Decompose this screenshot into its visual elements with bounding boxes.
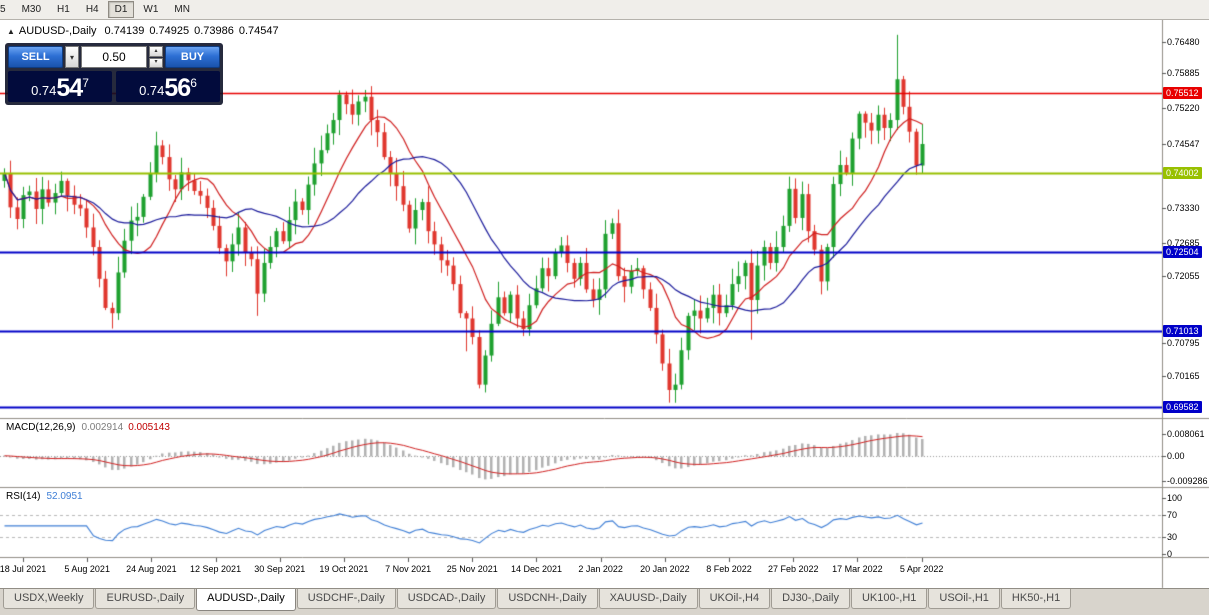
timeframe-button-w1[interactable]: W1 [136,1,165,18]
date-axis-label: 17 Mar 2022 [832,564,883,574]
timeframe-button-h1[interactable]: H1 [50,1,77,18]
date-axis-label: 27 Feb 2022 [767,564,819,574]
price-marker-0.74002: 0.74002 [1163,166,1202,179]
date-axis-label: 8 Feb 2022 [706,564,752,574]
ohlc-low: 0.73986 [194,25,234,37]
tab-uk100-h1[interactable]: UK100-,H1 [850,589,928,609]
sell-price-prefix: 0.74 [31,83,57,98]
buy-price-sup: 6 [190,76,197,90]
sell-price-display[interactable]: 0.74 54 7 [8,71,112,102]
volume-stepper: ▴ ▾ [149,46,163,68]
price-axis-tick: 0.73330 [1167,203,1200,214]
date-axis-label: 5 Apr 2022 [899,564,944,574]
timeframe-button-d1[interactable]: D1 [107,1,135,18]
sell-price-sup: 7 [82,76,89,90]
date-axis-label: 14 Dec 2021 [510,564,562,574]
ohlc-close: 0.74547 [238,25,279,37]
rsi-axis-tick: 30 [1167,532,1178,543]
tab-hk50-h1[interactable]: HK50-,H1 [1000,589,1072,609]
macd-axis-tick: 0.008061 [1167,428,1205,439]
date-axis-label: 30 Sep 2021 [254,564,306,574]
macd-value-signal: 0.005143 [128,422,170,433]
price-marker-0.71013: 0.71013 [1163,325,1202,338]
macd-panel-label: MACD(12,26,9) 0.002914 0.005143 [6,422,170,433]
timeframe-button-5[interactable]: 5 [0,1,13,18]
buy-price-prefix: 0.74 [139,83,165,98]
timeframe-button-h4[interactable]: H4 [79,1,106,18]
date-axis-label: 12 Sep 2021 [190,564,242,574]
price-marker-0.72504: 0.72504 [1163,246,1202,259]
rsi-panel-label: RSI(14) 52.0951 [6,491,83,502]
rsi-value: 52.0951 [46,491,83,502]
buy-price-digits: 56 [164,74,191,102]
rsi-title: RSI(14) [6,491,41,502]
tab-usdcad-daily[interactable]: USDCAD-,Daily [396,589,497,609]
tab-usdx-weekly[interactable]: USDX,Weekly [3,589,95,609]
rsi-axis-tick: 0 [1167,549,1173,560]
macd-axis-tick: -0.009286 [1167,476,1208,487]
date-axis-label: 7 Nov 2021 [385,564,432,574]
price-axis-tick: 0.70165 [1167,370,1200,381]
price-axis-tick: 0.76480 [1167,36,1200,47]
tab-xauusd-daily[interactable]: XAUUSD-,Daily [598,589,698,609]
tab-dj30-daily[interactable]: DJ30-,Daily [771,589,850,609]
date-axis-label: 19 Oct 2021 [319,564,369,574]
date-axis-label: 25 Nov 2021 [446,564,498,574]
tab-ukoil-h4[interactable]: UKOil-,H4 [698,589,771,609]
date-axis-label: 5 Aug 2021 [64,564,110,574]
volume-dropdown-button[interactable]: ▾ [65,46,79,68]
timeframe-button-mn[interactable]: MN [167,1,197,18]
volume-spin-down-icon[interactable]: ▾ [149,57,163,68]
ohlc-high: 0.74925 [149,25,190,37]
tab-usdcnh-daily[interactable]: USDCNH-,Daily [497,589,598,609]
timeframe-toolbar: 5 M30 H1 H4 D1 W1 MN [0,0,1209,20]
tab-usoil-h1[interactable]: USOil-,H1 [928,589,1000,609]
tab-audusd-daily[interactable]: AUDUSD-,Daily [196,589,296,611]
volume-spin-up-icon[interactable]: ▴ [149,46,163,57]
sell-price-digits: 54 [56,74,83,102]
date-axis-label: 20 Jan 2022 [640,564,690,574]
one-click-toggle-icon[interactable]: ▲ [7,27,15,36]
buy-button[interactable]: BUY [165,46,220,68]
price-marker-0.75512: 0.75512 [1163,86,1202,99]
rsi-axis-tick: 70 [1167,509,1178,520]
macd-title: MACD(12,26,9) [6,422,76,433]
chart-tab-bar: USDX,Weekly EURUSD-,Daily AUDUSD-,Daily USD… [0,588,1209,615]
rsi-axis-tick: 100 [1167,492,1183,503]
macd-value-main: 0.002914 [81,422,124,433]
price-axis-tick: 0.70795 [1167,337,1200,348]
price-axis-tick: 0.72685 [1167,237,1200,248]
tab-usdchf-daily[interactable]: USDCHF-,Daily [296,589,396,609]
price-axis-tick: 0.75220 [1167,103,1200,114]
date-axis-label: 24 Aug 2021 [126,564,177,574]
date-axis-label: 2 Jan 2022 [578,564,623,574]
price-marker-0.69582: 0.69582 [1163,400,1202,413]
date-axis-label: 18 Jul 2021 [0,564,47,574]
ohlc-open: 0.74139 [104,25,145,37]
price-axis-tick: 0.72055 [1167,270,1200,281]
tab-eurusd-daily[interactable]: EURUSD-,Daily [95,589,196,609]
macd-axis-tick: 0.00 [1167,450,1185,461]
buy-price-display[interactable]: 0.74 56 6 [116,71,220,102]
price-axis-tick: 0.74547 [1167,139,1200,149]
timeframe-button-m30[interactable]: M30 [15,1,48,18]
chart-title-bar: ▲ AUDUSD-,Daily 0.74139 0.74925 0.73986 0.745… [7,25,284,37]
volume-input[interactable] [81,46,147,68]
chart-symbol-period: AUDUSD-,Daily [18,25,97,37]
price-axis-tick: 0.75885 [1167,68,1200,79]
sell-button[interactable]: SELL [8,46,63,68]
